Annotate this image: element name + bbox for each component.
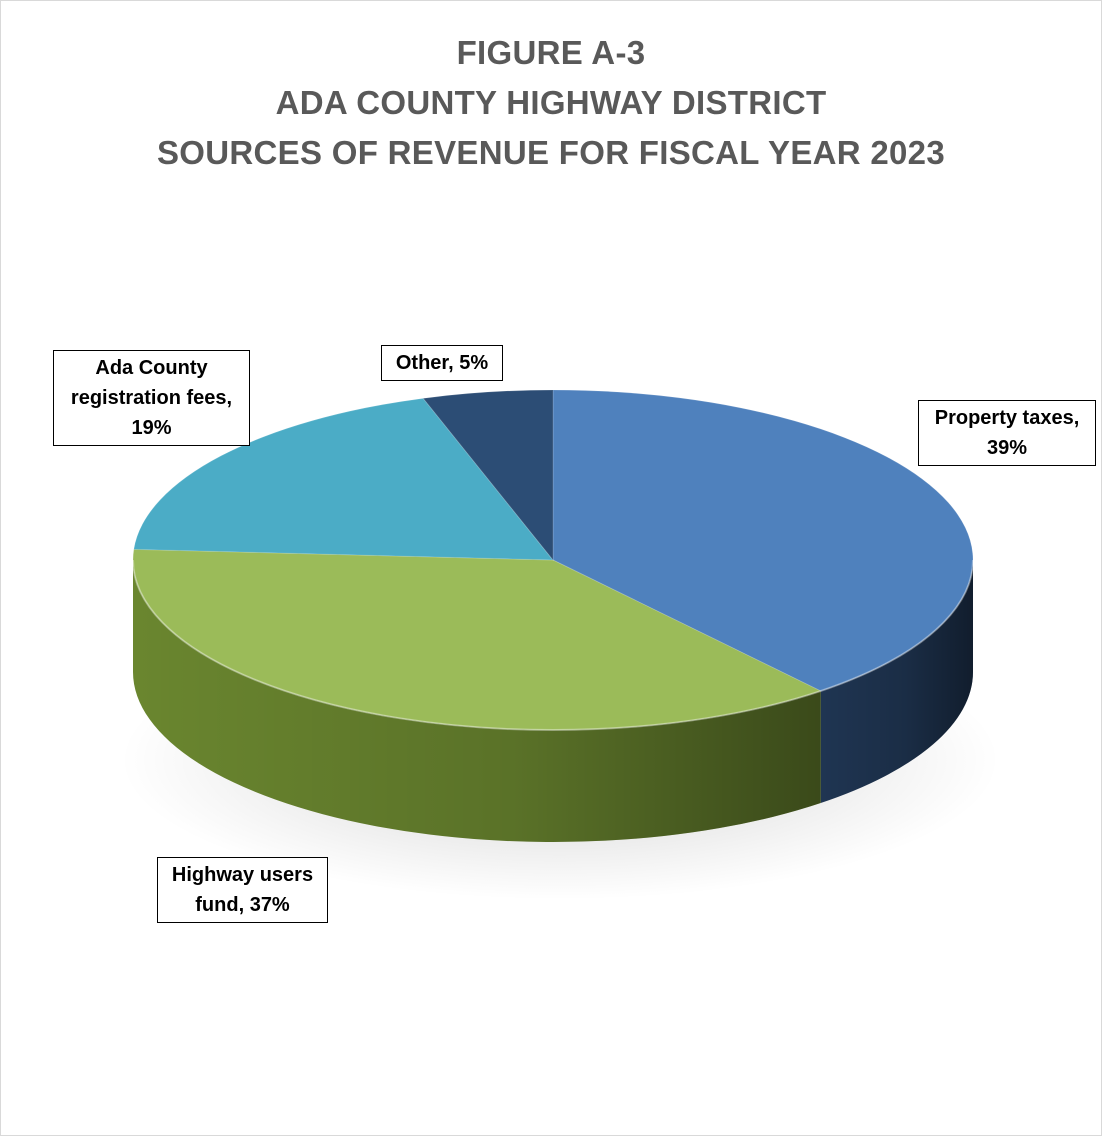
pie-side-property-taxes-shade [820, 560, 973, 803]
data-label-highway-users-fund: Highway users fund, 37% [157, 857, 328, 923]
pie-side-highway-users-fund-shade [133, 560, 821, 842]
pie-slice-other [422, 389, 554, 562]
data-label-highway-users-fund-text: Highway users fund, 37% [171, 864, 314, 916]
data-label-property-taxes: Property taxes, 39% [918, 400, 1096, 466]
pie-slice-highway-users-fund [132, 548, 823, 731]
data-label-property-taxes-text: Property taxes, 39% [934, 407, 1080, 459]
data-label-other-text: Other, 5% [395, 352, 489, 374]
chart-title-line-3: SOURCES OF REVENUE FOR FISCAL YEAR 2023 [157, 134, 945, 171]
data-label-ada-county-registration-fees-text: Ada County registration fees, 19% [70, 357, 233, 439]
pie-slice-ada-county-registration-fees [133, 397, 555, 561]
pie-slice-property-taxes [552, 389, 974, 692]
pie-rim-highlight [132, 559, 974, 731]
pie-side-highway-users-fund [133, 560, 821, 842]
chart-title-line-2: ADA COUNTY HIGHWAY DISTRICT [275, 84, 827, 121]
data-label-other: Other, 5% [381, 345, 503, 381]
chart-title-line-1: FIGURE A-3 [456, 34, 646, 71]
chart-title: FIGURE A-3 ADA COUNTY HIGHWAY DISTRICT S… [0, 28, 1102, 178]
pie-side-property-taxes [820, 560, 973, 803]
data-label-ada-county-registration-fees: Ada County registration fees, 19% [53, 350, 250, 446]
